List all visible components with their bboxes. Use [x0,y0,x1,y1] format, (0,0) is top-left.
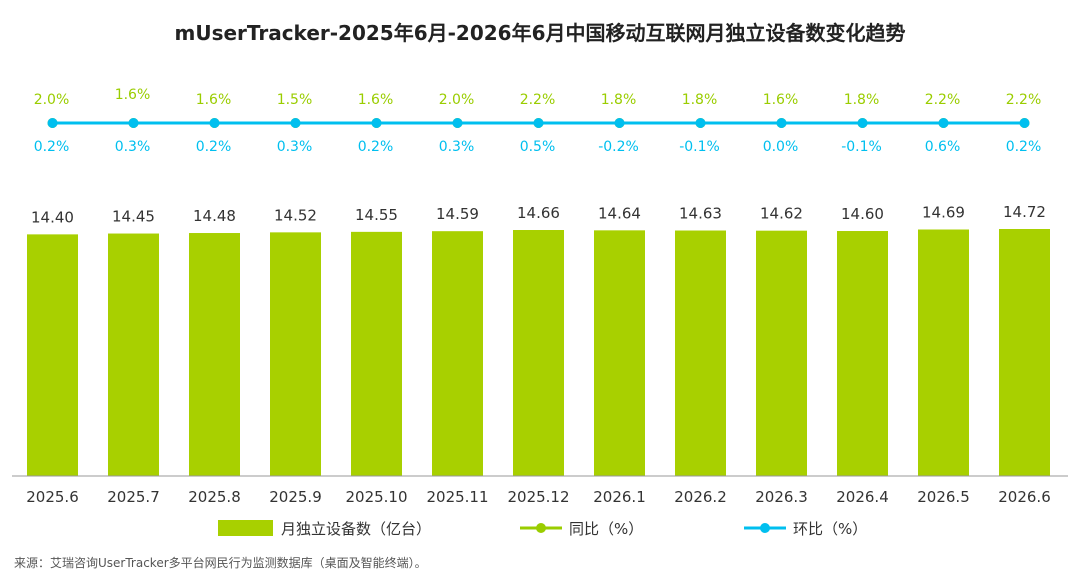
bar-value-label: 14.64 [598,204,641,222]
series-1-label: 2.2% [520,92,556,108]
series-2-point [533,118,544,128]
series-1-label: 2.0% [439,92,475,108]
series-2-point [452,118,463,128]
series-2-point [857,118,868,128]
bar-2025.8 [189,233,240,476]
x-tick-label: 2026.1 [593,488,646,506]
series-1-label: 1.8% [601,92,637,108]
chart-title: mUserTracker-2025年6月-2026年6月中国移动互联网月独立设备… [174,21,905,45]
bar-2026.6 [999,229,1050,476]
source-note: 来源：艾瑞咨询UserTracker多平台网民行为监测数据库（桌面及智能终端）。 [14,555,427,570]
bar-value-label: 14.52 [274,206,317,224]
legend-swatch-bars [218,520,273,536]
legend-label-mom: 环比（%） [793,520,867,538]
bar-value-label: 14.62 [760,205,803,223]
series-2-point [47,118,58,128]
series-2-label: 0.0% [763,139,799,155]
x-tick-label: 2026.5 [917,488,970,506]
bar-value-label: 14.63 [679,205,722,223]
series-1-label: 2.2% [925,92,961,108]
x-tick-label: 2025.9 [269,488,322,506]
bar-value-label: 14.59 [436,205,479,223]
series-2-point [290,118,301,128]
bar-value-label: 14.60 [841,205,884,223]
legend-label-yoy: 同比（%） [569,520,643,538]
bars: 14.40 14.45 14.48 14.52 14.55 14.59 14.66 14.64… [27,203,1050,476]
legend-marker-yoy [536,523,546,533]
legend-label-bars: 月独立设备数（亿台） [281,520,431,538]
series-2-point [695,118,706,128]
series-1-label: 1.6% [115,87,151,103]
series-2-label: 0.6% [925,139,961,155]
series-2-point [614,118,625,128]
bar-value-label: 14.72 [1003,203,1046,221]
bar-value-label: 14.69 [922,204,965,222]
series-1-label: 2.0% [34,92,70,108]
bar-2025.7 [108,233,159,476]
x-tick-label: 2026.6 [998,488,1051,506]
bar-value-label: 14.66 [517,204,560,222]
series-1-label: 1.6% [196,92,232,108]
series-1-label: 1.6% [358,92,394,108]
series-2-label: -0.2% [598,139,639,155]
series-2-label: 0.3% [115,139,151,155]
series-1-label: 1.5% [277,92,313,108]
bar-2026.1 [594,230,645,476]
series-2-label: -0.1% [679,139,720,155]
series-2-point [209,118,220,128]
x-tick-label: 2025.7 [107,488,160,506]
series-2-label: -0.1% [841,139,882,155]
series-2-label: 0.3% [439,139,475,155]
series-2-label: 0.3% [277,139,313,155]
bar-2025.6 [27,234,78,476]
series-2-point [1019,118,1030,128]
series-2-point [938,118,949,128]
series-1-label: 1.6% [763,92,799,108]
series-1-label: 2.2% [1006,92,1042,108]
bar-value-label: 14.45 [112,208,155,226]
series-2-label: 0.2% [1006,139,1042,155]
series-2-label: 0.2% [34,139,70,155]
series-2-label: 0.5% [520,139,556,155]
series-2-point [776,118,787,128]
series-2-point [371,118,382,128]
bar-2026.3 [756,230,807,476]
bar-value-label: 14.40 [31,208,74,226]
bar-value-label: 14.55 [355,206,398,224]
x-tick-label: 2025.6 [26,488,79,506]
bar-2025.10 [351,231,402,476]
x-tick-label: 2025.8 [188,488,241,506]
bar-2026.4 [837,231,888,476]
bar-2026.5 [918,229,969,476]
series-1-label: 1.8% [682,92,718,108]
series-1-label: 1.8% [844,92,880,108]
x-tick-label: 2025.11 [426,488,488,506]
bar-value-label: 14.48 [193,207,236,225]
legend: 月独立设备数（亿台） 同比（%） 环比（%） [218,520,867,538]
legend-marker-mom [760,523,770,533]
x-tick-label: 2026.4 [836,488,889,506]
x-tick-label: 2025.12 [507,488,569,506]
bar-2025.11 [432,231,483,476]
x-tick-labels: 2025.6 2025.7 2025.8 2025.9 2025.10 2025.11 20… [26,488,1051,506]
rate-lines: 2.0% 1.6% 1.6% 1.5% 1.6% 2.0% 2.2% 1.8% 1.8% 1.6%… [34,87,1042,155]
x-tick-label: 2026.2 [674,488,727,506]
bar-2025.12 [513,230,564,476]
series-2-label: 0.2% [196,139,232,155]
x-tick-label: 2026.3 [755,488,808,506]
series-2-label: 0.2% [358,139,394,155]
series-2-point [128,118,139,128]
bar-2025.9 [270,232,321,476]
bar-2026.2 [675,230,726,476]
x-tick-label: 2025.10 [345,488,407,506]
